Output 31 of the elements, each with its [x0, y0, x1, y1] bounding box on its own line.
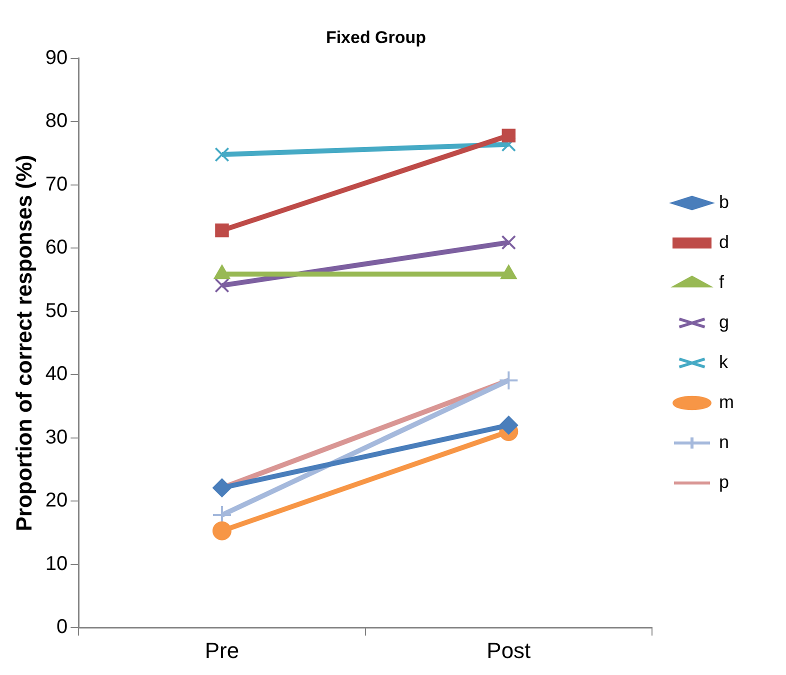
y-tick-label: 50: [45, 300, 68, 322]
legend-label: m: [719, 392, 734, 412]
point: [499, 416, 518, 435]
legend-label: d: [719, 232, 730, 252]
y-axis-title: Proportion of correct responses (%): [11, 154, 36, 532]
legend-label: k: [719, 352, 730, 372]
y-tick-label: 90: [45, 46, 68, 69]
legend-label: n: [719, 432, 730, 452]
legend-label: f: [719, 272, 726, 292]
y-tick-label: 70: [45, 173, 68, 196]
y-tick-label: 0: [56, 616, 68, 638]
y-tick-label: 30: [45, 426, 68, 448]
point: [215, 224, 229, 238]
x-tick-label: Post: [486, 638, 531, 663]
y-tick-label: 60: [45, 236, 68, 259]
y-tick-label: 20: [45, 490, 68, 512]
point: [212, 478, 232, 498]
legend-label: p: [719, 472, 730, 492]
point: [498, 370, 519, 390]
y-tick-label: 80: [45, 110, 68, 132]
point: [214, 147, 230, 162]
y-tick-label: 40: [45, 363, 68, 386]
y-tick-label: 10: [45, 552, 68, 575]
legend-label: g: [719, 312, 730, 332]
legend-label: b: [719, 192, 730, 212]
point: [501, 235, 516, 250]
chart-title: Fixed Group: [326, 28, 426, 47]
point: [212, 521, 232, 540]
point: [214, 278, 230, 293]
point: [502, 128, 516, 142]
x-tick-label: Pre: [204, 638, 240, 663]
